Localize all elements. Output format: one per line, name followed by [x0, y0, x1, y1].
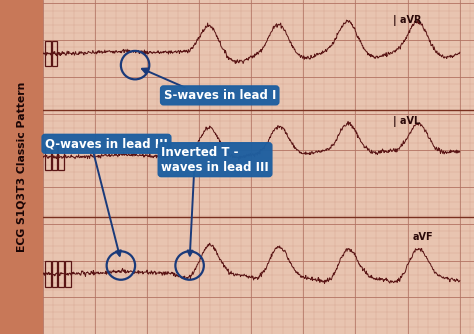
- Bar: [45, 144, 51, 170]
- Bar: [52, 41, 57, 66]
- Bar: [58, 144, 64, 170]
- Text: ECG S1Q3T3 Classic Pattern: ECG S1Q3T3 Classic Pattern: [16, 82, 27, 252]
- Text: aVF: aVF: [412, 232, 433, 242]
- Text: Q-waves in lead III: Q-waves in lead III: [45, 137, 168, 150]
- Bar: [45, 261, 51, 287]
- Bar: [0, 0, 43, 334]
- Bar: [52, 144, 57, 170]
- Text: | aVR: | aVR: [393, 15, 422, 26]
- Text: S-waves in lead I: S-waves in lead I: [164, 89, 276, 102]
- Bar: [58, 261, 64, 287]
- Bar: [45, 41, 51, 66]
- Text: Inverted T -
waves in lead III: Inverted T - waves in lead III: [161, 146, 269, 174]
- Bar: [52, 261, 57, 287]
- Bar: [65, 261, 71, 287]
- Text: | aVL: | aVL: [393, 116, 420, 127]
